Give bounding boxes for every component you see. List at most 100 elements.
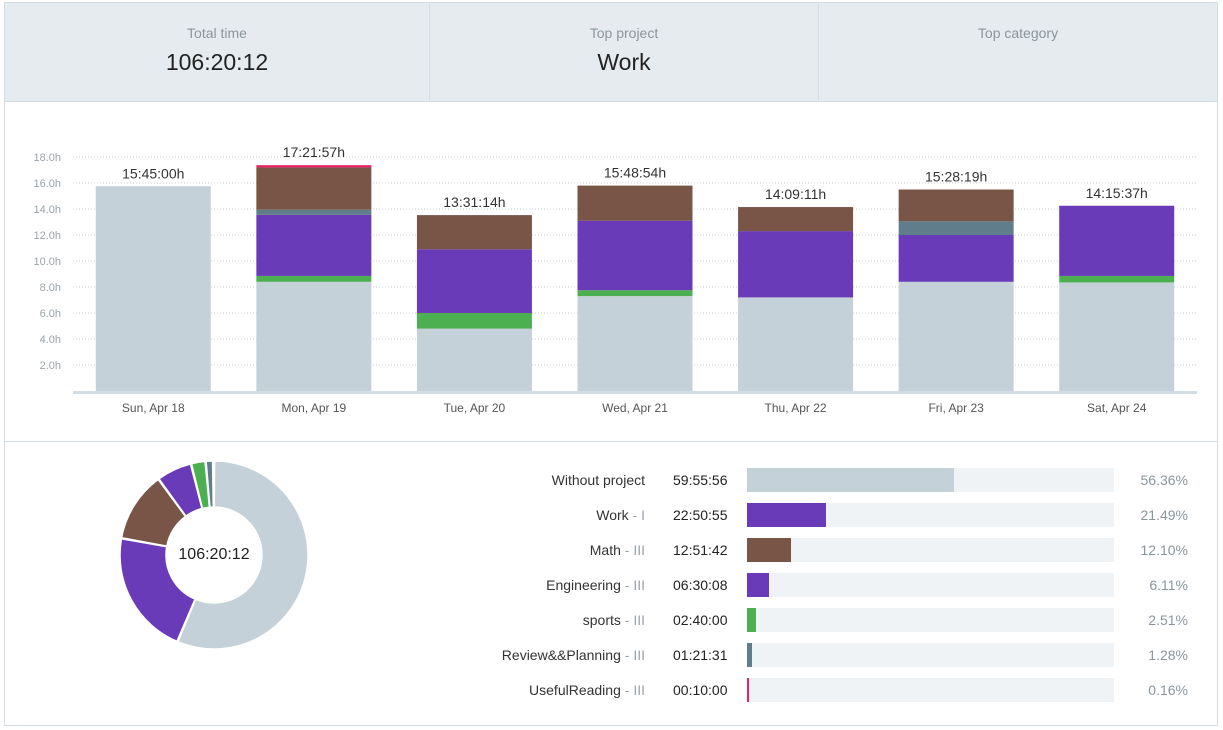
project-name: Review&&Planning - III	[502, 647, 645, 663]
bar-total-label: 14:15:37h	[1086, 185, 1148, 201]
project-name-text: sports	[582, 612, 621, 628]
x-axis-line	[73, 391, 1197, 394]
bar-segment[interactable]	[577, 290, 693, 297]
bar-segment[interactable]	[1059, 205, 1175, 276]
bar-segment[interactable]	[256, 209, 372, 215]
bar-segment[interactable]	[416, 215, 532, 250]
project-name-text: Math	[589, 542, 621, 558]
bar-total-label: 15:28:19h	[925, 169, 987, 185]
bar-segment[interactable]	[738, 207, 854, 232]
y-tick-label: 8.0h	[40, 282, 61, 294]
project-progress-fill	[747, 678, 749, 702]
project-name: sports - III	[583, 612, 645, 628]
project-name: Work - I	[596, 507, 645, 523]
bar-total-label: 15:48:54h	[604, 165, 666, 181]
donut-slice[interactable]	[157, 463, 203, 518]
x-tick-label: Sun, Apr 18	[122, 401, 185, 415]
project-time: 59:55:56	[673, 472, 728, 488]
bar-chart-svg: 2.0h 4.0h 6.0h 8.0h 10.0h 12.0h 14.0h 16.0h 18.0…	[33, 144, 1197, 415]
project-percent: 21.49%	[1140, 507, 1188, 523]
project-row[interactable]: Math - III 12:51:42 12.10%	[5, 538, 1217, 564]
y-tick-label: 16.0h	[33, 178, 61, 190]
total-time-value: 106:20:12	[165, 49, 269, 75]
project-progress-fill	[747, 573, 770, 597]
project-progress-track	[747, 643, 1114, 667]
bar-segment[interactable]	[577, 185, 693, 221]
project-row[interactable]: Work - I 22:50:55 21.49%	[5, 503, 1217, 529]
y-tick-label: 4.0h	[40, 334, 61, 346]
top-category-card: Top category	[819, 3, 1217, 101]
donut-slice[interactable]	[176, 460, 309, 650]
project-percent: 0.16%	[1148, 682, 1188, 698]
x-tick-label: Mon, Apr 19	[281, 401, 346, 415]
project-progress-fill	[747, 643, 752, 667]
top-project-card: Top project Work	[430, 3, 819, 101]
daily-bar-chart: 2.0h 4.0h 6.0h 8.0h 10.0h 12.0h 14.0h 16.0h 18.0…	[5, 101, 1217, 442]
y-tick-label: 10.0h	[33, 256, 61, 268]
y-tick-label: 12.0h	[33, 230, 61, 242]
bar-segment[interactable]	[898, 235, 1014, 282]
project-category: - I	[628, 507, 645, 523]
project-time: 06:30:08	[673, 577, 728, 593]
bar-segment[interactable]	[256, 281, 372, 391]
project-percent: 2.51%	[1148, 612, 1188, 628]
x-tick-label: Wed, Apr 21	[602, 401, 668, 415]
project-name: Engineering - III	[546, 577, 645, 593]
donut-center-total: 106:20:12	[178, 546, 250, 563]
y-tick-label: 6.0h	[40, 308, 61, 320]
project-percent: 12.10%	[1140, 542, 1188, 558]
project-name: Math - III	[590, 542, 645, 558]
top-category-label: Top category	[977, 25, 1059, 41]
bar-segment[interactable]	[577, 220, 693, 291]
project-progress-fill	[747, 468, 954, 492]
bar-segment[interactable]	[256, 214, 372, 276]
total-time-card: Total time 106:20:12	[5, 3, 430, 101]
project-progress-track	[747, 503, 1114, 527]
x-tick-label: Thu, Apr 22	[765, 401, 827, 415]
bar-segment[interactable]	[738, 297, 854, 391]
project-time: 22:50:55	[673, 507, 728, 523]
project-category: - III	[620, 577, 645, 593]
project-row[interactable]: Without project 59:55:56 56.36%	[5, 468, 1217, 494]
bar-segment[interactable]	[416, 249, 532, 313]
bar-segment[interactable]	[738, 231, 854, 298]
project-row[interactable]: sports - III 02:40:00 2.51%	[5, 608, 1217, 634]
summary-bar: Total time 106:20:12 Top project Work To…	[5, 3, 1217, 102]
project-row[interactable]: UsefulReading - III 00:10:00 0.16%	[5, 678, 1217, 704]
total-time-label: Total time	[187, 25, 247, 41]
donut-slice[interactable]	[119, 537, 197, 643]
project-name: Without project	[552, 472, 645, 488]
project-row[interactable]: Engineering - III 06:30:08 6.11%	[5, 573, 1217, 599]
donut-slice[interactable]	[120, 478, 187, 548]
project-progress-track	[747, 468, 1114, 492]
bar-total-label: 13:31:14h	[443, 194, 505, 210]
project-progress-fill	[747, 503, 826, 527]
project-breakdown: 106:20:12 Without project 59:55:56 56.36% W…	[5, 442, 1217, 727]
project-percent: 6.11%	[1149, 577, 1188, 593]
bar-segment[interactable]	[256, 167, 372, 210]
bar-total-label: 14:09:11h	[765, 186, 826, 202]
bar-segment[interactable]	[256, 275, 372, 282]
bar-segment[interactable]	[256, 165, 372, 168]
project-category: - III	[620, 542, 645, 558]
project-percent: 56.36%	[1140, 472, 1188, 488]
bar-segment[interactable]	[416, 328, 532, 391]
project-category: - III	[620, 682, 645, 698]
bar-segment[interactable]	[416, 313, 532, 329]
project-progress-fill	[747, 538, 792, 562]
project-name: UsefulReading - III	[529, 682, 645, 698]
bar-segment[interactable]	[898, 189, 1014, 222]
project-progress-fill	[747, 608, 757, 632]
project-progress-track	[747, 608, 1114, 632]
bar-segment[interactable]	[577, 296, 693, 391]
bar-segment[interactable]	[898, 281, 1014, 391]
project-progress-track	[747, 538, 1114, 562]
bar-segment[interactable]	[95, 186, 211, 391]
bar-segment[interactable]	[898, 221, 1014, 235]
x-tick-label: Tue, Apr 20	[444, 401, 506, 415]
project-row[interactable]: Review&&Planning - III 01:21:31 1.28%	[5, 643, 1217, 669]
bar-segment[interactable]	[1059, 282, 1175, 391]
project-time: 02:40:00	[673, 612, 728, 628]
bar-segment[interactable]	[1059, 275, 1175, 283]
donut-slice[interactable]	[205, 460, 215, 508]
